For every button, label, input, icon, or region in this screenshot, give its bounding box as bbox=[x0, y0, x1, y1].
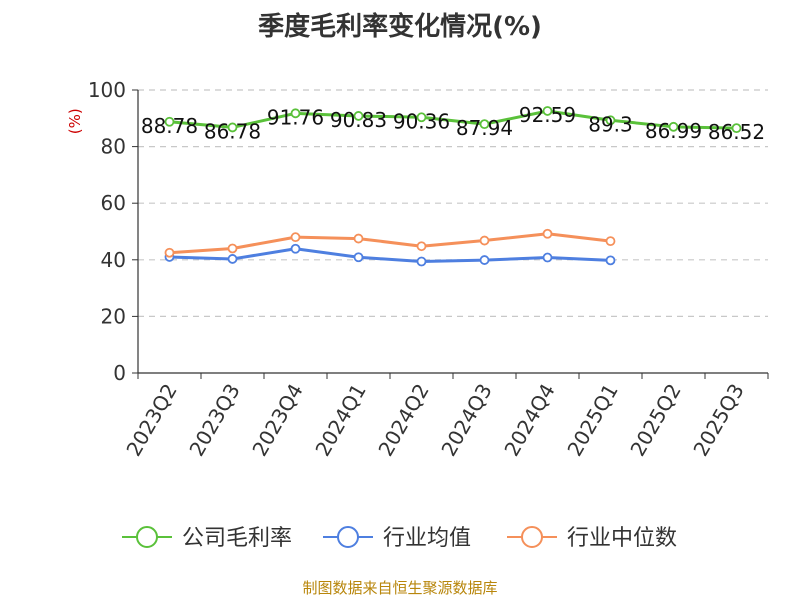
data-label: 86.52 bbox=[708, 120, 765, 144]
data-label: 92.59 bbox=[519, 103, 576, 127]
data-point bbox=[542, 228, 553, 239]
legend-marker bbox=[337, 526, 359, 548]
series-lines bbox=[164, 106, 742, 267]
data-point bbox=[227, 122, 238, 133]
legend-label: 行业均值 bbox=[383, 526, 471, 551]
x-tick-label: 2025Q3 bbox=[688, 380, 748, 461]
legend-marker bbox=[521, 526, 543, 548]
data-label: 90.36 bbox=[393, 109, 450, 133]
source-note: 制图数据来自恒生聚源数据库 bbox=[302, 579, 498, 597]
data-point bbox=[290, 108, 301, 119]
data-point bbox=[605, 255, 616, 266]
data-label: 86.78 bbox=[204, 119, 261, 143]
series-line bbox=[169, 247, 611, 263]
data-point bbox=[542, 106, 553, 116]
data-point bbox=[479, 119, 490, 130]
data-point bbox=[164, 116, 175, 127]
data-point bbox=[290, 232, 301, 243]
data-label: 88.78 bbox=[141, 114, 198, 138]
x-tick-label: 2025Q1 bbox=[562, 380, 622, 461]
data-point bbox=[353, 111, 364, 121]
legend-label: 行业中位数 bbox=[567, 526, 677, 551]
x-tick-label: 2024Q3 bbox=[436, 380, 496, 461]
y-axis-label: (%) bbox=[66, 108, 84, 134]
data-label: 89.3 bbox=[588, 112, 633, 136]
data-point bbox=[731, 123, 742, 134]
chart-title: 季度毛利率变化情况(%) bbox=[258, 12, 542, 42]
series-line bbox=[169, 232, 611, 255]
legend-label: 公司毛利率 bbox=[182, 526, 292, 551]
y-tick-label: 20 bbox=[101, 304, 126, 328]
legend-marker bbox=[136, 526, 158, 548]
data-point bbox=[227, 243, 238, 254]
y-tick-label: 40 bbox=[101, 248, 126, 272]
y-tick-label: 80 bbox=[101, 135, 126, 159]
data-label: 90.83 bbox=[330, 108, 387, 132]
y-tick-label: 100 bbox=[88, 78, 126, 102]
x-tick-label: 2023Q2 bbox=[121, 380, 181, 461]
x-tick-label: 2023Q4 bbox=[247, 380, 307, 461]
legend: 公司毛利率 行业均值 行业中位数 bbox=[122, 526, 677, 551]
grid-lines bbox=[138, 89, 768, 317]
data-point bbox=[479, 235, 490, 246]
x-tick-label: 2024Q2 bbox=[373, 380, 433, 461]
data-point bbox=[542, 252, 553, 263]
data-point bbox=[353, 233, 364, 244]
x-tick-label: 2025Q2 bbox=[625, 380, 685, 461]
data-label: 87.94 bbox=[456, 116, 513, 140]
data-point bbox=[668, 121, 679, 132]
y-tick-label: 0 bbox=[113, 361, 126, 385]
x-tick-label: 2023Q3 bbox=[184, 380, 244, 461]
x-tick-label: 2024Q1 bbox=[310, 380, 370, 461]
data-label: 86.99 bbox=[645, 119, 702, 143]
data-point bbox=[227, 254, 238, 264]
data-point bbox=[353, 252, 364, 263]
data-point bbox=[164, 247, 175, 258]
data-point bbox=[416, 112, 427, 123]
data-point bbox=[290, 243, 301, 254]
data-point bbox=[416, 256, 427, 267]
y-tick-label: 60 bbox=[101, 191, 126, 215]
data-point bbox=[479, 255, 490, 265]
data-point bbox=[416, 241, 427, 252]
data-point bbox=[605, 115, 616, 126]
x-tick-label: 2024Q4 bbox=[499, 380, 559, 461]
data-label: 91.76 bbox=[267, 105, 324, 129]
data-point bbox=[605, 236, 616, 247]
series-line bbox=[169, 109, 737, 130]
